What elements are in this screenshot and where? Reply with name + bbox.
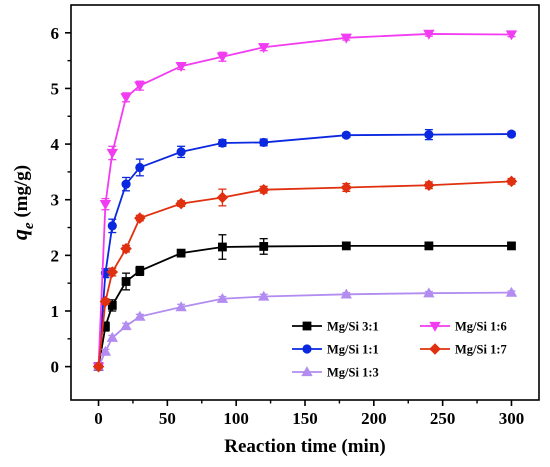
- y-axis-title-subscript: e: [21, 222, 37, 229]
- y-tick-label: 4: [51, 135, 60, 154]
- series-line: [97, 180, 512, 367]
- series-3: [92, 286, 518, 371]
- data-point: [505, 286, 518, 297]
- legend: Mg/Si 3:1 Mg/Si 1:6 Mg/Si 1:1 Mg/Si 1:7 Mg/S…: [292, 320, 507, 380]
- data-point: [259, 242, 269, 251]
- data-point: [341, 130, 351, 140]
- x-tick-label: 50: [159, 409, 176, 428]
- data-point: [505, 30, 518, 41]
- legend-item: Mg/Si 1:3: [292, 366, 379, 380]
- data-point: [341, 241, 351, 251]
- y-tick-label: 1: [51, 302, 60, 321]
- data-point: [217, 138, 228, 148]
- data-point: [120, 242, 132, 255]
- y-axis-title-symbol: q: [7, 229, 32, 240]
- y-tick-label: 0: [51, 358, 60, 377]
- data-point: [175, 197, 187, 210]
- chart-marks: [92, 29, 518, 373]
- data-point: [258, 43, 270, 54]
- data-point: [216, 292, 229, 303]
- legend-label: Mg/Si 1:3: [327, 366, 379, 380]
- series-5: [92, 175, 518, 373]
- data-point: [216, 52, 229, 63]
- plot-frame: [70, 4, 540, 401]
- y-axis-title-unit: (mg/g): [11, 165, 32, 223]
- data-point: [99, 200, 112, 210]
- legend-label: Mg/Si 1:6: [455, 320, 507, 334]
- data-point: [176, 147, 186, 157]
- x-tick-label: 100: [223, 409, 249, 428]
- series-line: [97, 33, 512, 367]
- data-point: [99, 345, 112, 356]
- legend-item: Mg/Si 1:1: [292, 343, 379, 357]
- data-point: [423, 287, 435, 298]
- data-point: [424, 130, 434, 140]
- legend-marker: [429, 343, 441, 355]
- data-point: [176, 248, 186, 258]
- series-2: [93, 128, 517, 372]
- data-point: [218, 242, 227, 252]
- data-point: [507, 241, 516, 251]
- data-point: [135, 266, 145, 276]
- data-point: [423, 179, 435, 192]
- data-point: [107, 221, 117, 231]
- data-point: [134, 81, 146, 92]
- data-point: [134, 212, 146, 224]
- legend-marker: [302, 344, 312, 354]
- x-axis-title: Reaction time (min): [224, 436, 385, 457]
- data-point: [107, 301, 117, 310]
- data-point: [135, 162, 145, 173]
- legend-marker: [302, 321, 312, 331]
- x-tick-label: 200: [361, 409, 387, 428]
- y-tick-label: 5: [51, 79, 60, 98]
- data-point: [134, 310, 146, 321]
- data-point: [120, 320, 132, 331]
- data-point: [99, 295, 112, 308]
- data-point: [92, 360, 105, 373]
- data-point: [175, 62, 187, 73]
- series-4: [92, 29, 518, 373]
- data-point: [121, 277, 131, 286]
- x-tick-label: 0: [94, 409, 103, 428]
- legend-label: Mg/Si 3:1: [327, 320, 379, 334]
- legend-label: Mg/Si 1:1: [327, 343, 379, 357]
- y-tick-label: 2: [51, 246, 60, 265]
- legend-marker: [301, 366, 313, 377]
- y-tick-label: 6: [51, 24, 60, 43]
- legend-marker: [429, 321, 441, 332]
- legend-item: Mg/Si 3:1: [292, 320, 379, 334]
- legend-label: Mg/Si 1:7: [455, 343, 507, 357]
- data-point: [505, 175, 518, 188]
- data-point: [216, 191, 229, 204]
- series-1: [94, 234, 516, 372]
- axis-ticks: 0 50 100 150 200 250 300 0 1 2 3 4 5 6: [51, 24, 525, 428]
- data-point: [340, 181, 353, 194]
- x-tick-label: 300: [499, 409, 525, 428]
- data-point: [120, 93, 132, 104]
- data-point: [106, 148, 118, 159]
- data-point: [257, 183, 270, 196]
- data-point: [423, 29, 435, 40]
- data-point: [424, 241, 434, 251]
- data-point: [106, 266, 119, 278]
- y-tick-label: 3: [51, 191, 60, 210]
- data-point: [259, 137, 269, 148]
- x-tick-label: 150: [292, 409, 318, 428]
- data-point: [121, 179, 131, 189]
- data-point: [506, 129, 517, 139]
- data-point: [258, 290, 270, 301]
- data-point: [175, 301, 187, 312]
- x-tick-label: 250: [430, 409, 456, 428]
- data-point: [106, 331, 118, 342]
- legend-item: Mg/Si 1:7: [420, 343, 507, 357]
- data-point: [340, 33, 352, 44]
- data-point: [340, 288, 352, 299]
- legend-item: Mg/Si 1:6: [420, 320, 507, 334]
- series-line: [97, 133, 512, 367]
- y-axis-title: qe (mg/g): [7, 165, 37, 240]
